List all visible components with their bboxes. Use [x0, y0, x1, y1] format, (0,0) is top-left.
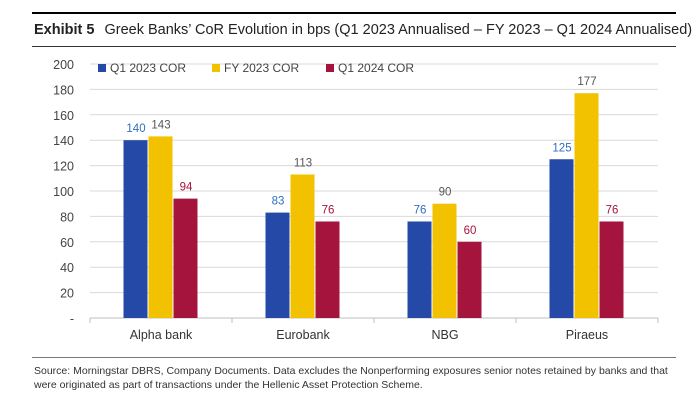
data-label: 94: [180, 182, 193, 194]
x-tick-label: NBG: [431, 328, 458, 342]
y-tick-label: 80: [60, 210, 74, 224]
bar: [599, 221, 624, 318]
y-axis-ticks: 200 180 160 140 120 100 80 60 40 20 -: [53, 58, 74, 326]
top-rule: [32, 12, 676, 14]
data-label: 125: [552, 142, 571, 154]
exhibit-label: Exhibit 5: [34, 22, 95, 38]
data-label: 143: [151, 119, 170, 131]
data-labels: 140 143 94 83 113 76 76 90 60 125 177 76: [126, 76, 618, 237]
legend-label: FY 2023 COR: [224, 61, 299, 75]
legend-label: Q1 2023 COR: [110, 61, 186, 75]
x-tick-label: Piraeus: [566, 328, 608, 342]
data-label: 113: [294, 157, 312, 169]
bars: [123, 93, 624, 319]
y-tick-label: 180: [53, 83, 74, 97]
legend-swatch: [212, 64, 220, 72]
x-axis-ticks: Alpha bank Eurobank NBG Piraeus: [89, 318, 659, 342]
y-tick-label: 100: [53, 185, 74, 199]
bar: [549, 159, 574, 318]
data-label: 60: [464, 225, 477, 237]
bar: [432, 203, 457, 318]
y-tick-label: 160: [53, 109, 74, 123]
data-label: 76: [606, 204, 619, 216]
data-label: 76: [322, 204, 335, 216]
y-tick-label: 60: [60, 236, 74, 250]
chart-title: Exhibit 5 Greek Banks’ CoR Evolution in …: [34, 22, 692, 38]
bar: [173, 198, 198, 318]
data-label: 140: [126, 123, 145, 135]
bar: [123, 140, 148, 318]
bar: [265, 212, 290, 318]
bar: [148, 136, 173, 318]
y-tick-label: 20: [60, 287, 74, 301]
legend-label: Q1 2024 COR: [338, 61, 414, 75]
data-label: 76: [414, 204, 427, 216]
legend-swatch: [98, 64, 106, 72]
y-tick-label: 140: [53, 134, 74, 148]
bar: [290, 174, 315, 318]
title-divider: [32, 46, 676, 47]
legend-swatch: [326, 64, 334, 72]
x-tick-label: Eurobank: [276, 328, 330, 342]
data-label: 177: [577, 76, 596, 88]
legend: Q1 2023 COR FY 2023 COR Q1 2024 COR: [98, 61, 414, 75]
title-text: Greek Banks’ CoR Evolution in bps (Q1 20…: [104, 22, 693, 38]
y-tick-label: -: [70, 312, 74, 326]
data-label: 83: [272, 196, 285, 208]
footer-rule: [32, 357, 676, 358]
bar: [457, 241, 482, 318]
x-tick-label: Alpha bank: [130, 328, 193, 342]
bar: [315, 221, 340, 318]
y-tick-label: 200: [53, 58, 74, 72]
y-tick-label: 120: [53, 160, 74, 174]
source-note: Source: Morningstar DBRS, Company Docume…: [34, 365, 668, 391]
bar: [574, 93, 599, 319]
bar: [407, 221, 432, 318]
data-label: 90: [439, 187, 452, 199]
y-tick-label: 40: [60, 261, 74, 275]
